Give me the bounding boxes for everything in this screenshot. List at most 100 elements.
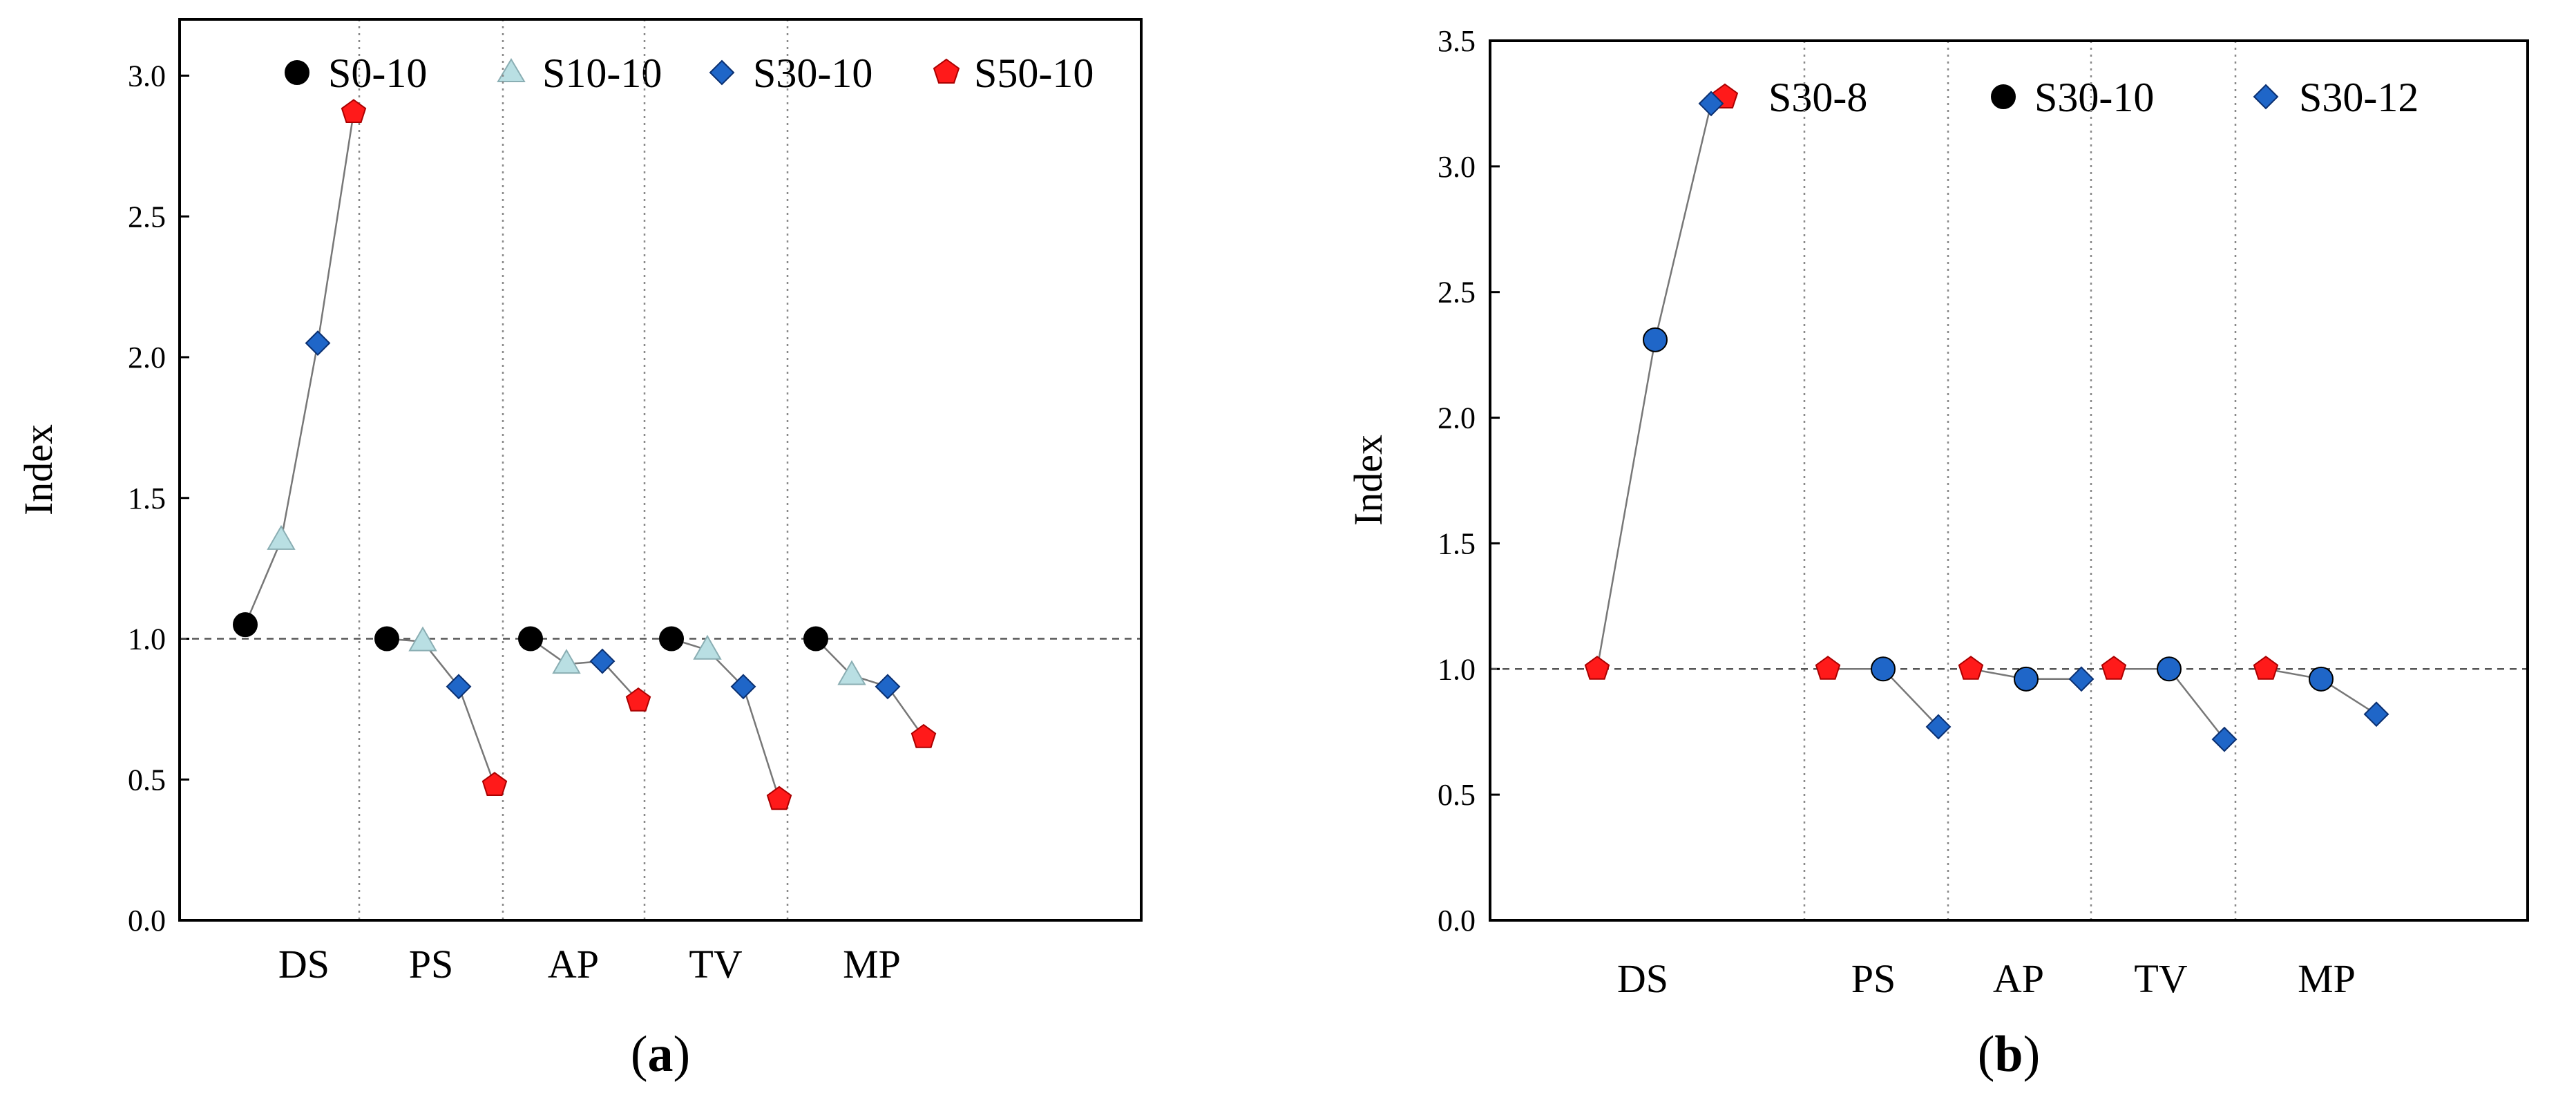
legend-item-s10-10: S10-10 bbox=[497, 50, 662, 96]
data-point-s10-10-mp-a bbox=[837, 660, 866, 685]
data-point-s30-12-ps-b bbox=[1925, 714, 1952, 740]
legend-item-s30-10: S30-10 bbox=[709, 50, 872, 96]
data-point-s30-12-mp-b bbox=[2363, 701, 2389, 728]
y-tick-label-b: 1.0 bbox=[1438, 652, 1476, 686]
data-point-s30-10-mp-b bbox=[2309, 666, 2334, 692]
y-tick-label-b: 2.0 bbox=[1438, 401, 1476, 435]
legend-marker-s30-10 bbox=[709, 59, 735, 86]
data-point-s30-8-ap-b bbox=[1958, 656, 1984, 680]
data-point-s30-10-ps-a bbox=[446, 674, 472, 700]
data-point-s50-10-ap-a bbox=[625, 687, 651, 712]
y-tick-label-b: 0.5 bbox=[1438, 778, 1476, 812]
data-point-s30-10-ps-b bbox=[1871, 656, 1896, 682]
data-point-s30-12-tv-b bbox=[2211, 726, 2238, 752]
data-point-s50-10-ds-a bbox=[341, 99, 367, 123]
legend-marker-s30-12 bbox=[2253, 84, 2279, 110]
legend-item-s30-10-b: S30-10 bbox=[1991, 75, 2154, 120]
legend-label-s30-10: S30-10 bbox=[753, 50, 872, 96]
chart-panel-a: Index S0-10 S10-10 S30-10 S50-10 (a) 0.0… bbox=[16, 18, 1143, 1083]
data-point-s30-12-ap-b bbox=[2068, 666, 2095, 692]
caption-open-b: ( bbox=[1978, 1026, 1995, 1083]
caption-close-b: ) bbox=[2023, 1026, 2041, 1083]
connector-lines-b bbox=[1596, 103, 2377, 740]
legend-label-s30-10-b: S30-10 bbox=[2034, 75, 2154, 120]
y-tick-label-a: 1.0 bbox=[128, 622, 166, 656]
x-category-label-ap-a: AP bbox=[548, 942, 599, 987]
data-markers-a bbox=[233, 99, 937, 810]
connector-lines-a bbox=[244, 112, 925, 800]
y-axis-ticks-a: 0.0 0.5 1.0 1.5 2.0 2.5 3.0 bbox=[128, 59, 189, 938]
legend-label-s10-10: S10-10 bbox=[542, 50, 662, 96]
data-point-s30-10-ds-b bbox=[1643, 327, 1668, 352]
x-category-label-tv-a: TV bbox=[689, 942, 742, 987]
connector-line-ds-b bbox=[1596, 103, 1712, 669]
legend-b: S30-8 S30-10 S30-12 bbox=[1711, 75, 2418, 120]
caption-letter-a: a bbox=[648, 1026, 674, 1083]
y-tick-label-b: 1.5 bbox=[1438, 526, 1476, 560]
data-point-s30-10-tv-b bbox=[2157, 656, 2182, 682]
data-point-s0-10-tv-a bbox=[659, 626, 684, 652]
data-point-s0-10-mp-a bbox=[803, 626, 828, 652]
data-point-s30-8-tv-b bbox=[2101, 656, 2127, 680]
data-point-s30-10-mp-a bbox=[875, 674, 901, 700]
legend-marker-s30-10-b bbox=[1991, 84, 2016, 109]
legend-item-s50-10: S50-10 bbox=[933, 50, 1094, 96]
legend-a: S0-10 S10-10 S30-10 S50-10 bbox=[285, 50, 1094, 96]
y-tick-label-b: 3.0 bbox=[1438, 150, 1476, 184]
plot-frame-b bbox=[1489, 39, 2529, 922]
x-category-label-mp-b: MP bbox=[2298, 956, 2356, 1001]
data-point-s0-10-ds-a bbox=[233, 612, 258, 638]
data-point-s10-10-ap-a bbox=[552, 649, 581, 674]
panel-caption-b: (b) bbox=[1978, 1026, 2040, 1083]
legend-label-s50-10: S50-10 bbox=[974, 50, 1094, 96]
data-point-s30-10-tv-a bbox=[730, 674, 756, 700]
data-point-s10-10-tv-a bbox=[693, 634, 722, 660]
data-point-s30-10-ds-a bbox=[305, 330, 331, 357]
data-point-s30-10-ap-b bbox=[2014, 666, 2039, 692]
connector-line-ps-a bbox=[386, 638, 496, 786]
legend-item-s0-10: S0-10 bbox=[285, 50, 427, 96]
panel-caption-a: (a) bbox=[631, 1026, 690, 1083]
data-markers-b bbox=[1584, 91, 2389, 752]
data-point-s50-10-ps-a bbox=[481, 772, 508, 796]
y-tick-label-a: 2.0 bbox=[128, 341, 166, 374]
legend-label-s30-12: S30-12 bbox=[2299, 75, 2418, 120]
x-category-label-ds-a: DS bbox=[278, 942, 330, 987]
connector-line-ds-a bbox=[244, 112, 355, 625]
caption-letter-b: b bbox=[1994, 1026, 2023, 1083]
y-tick-label-a: 0.5 bbox=[128, 763, 166, 797]
data-point-s30-8-ps-b bbox=[1815, 656, 1841, 680]
x-category-label-tv-b: TV bbox=[2134, 956, 2187, 1001]
data-point-s30-8-mp-b bbox=[2253, 656, 2279, 680]
legend-label-s0-10: S0-10 bbox=[328, 50, 427, 96]
y-tick-label-a: 2.5 bbox=[128, 200, 166, 234]
chart-panel-b: Index S30-8 S30-10 S30-12 (b) 0.0 0.5 1.0 1… bbox=[1346, 24, 2529, 1083]
y-tick-label-a: 0.0 bbox=[128, 904, 166, 938]
y-axis-ticks-b: 0.0 0.5 1.0 1.5 2.0 2.5 3.0 3.5 bbox=[1438, 24, 1500, 938]
x-category-label-ap-b: AP bbox=[1993, 956, 2044, 1001]
data-point-s10-10-ds-a bbox=[267, 524, 296, 550]
caption-open-a: ( bbox=[631, 1026, 648, 1083]
connector-line-ap-a bbox=[530, 638, 639, 702]
caption-close-a: ) bbox=[674, 1026, 691, 1083]
legend-item-s30-12: S30-12 bbox=[2253, 75, 2418, 120]
data-point-s10-10-ps-a bbox=[408, 626, 437, 652]
x-category-label-mp-a: MP bbox=[843, 942, 901, 987]
connector-line-mp-a bbox=[815, 638, 925, 738]
data-point-s0-10-ps-a bbox=[374, 626, 399, 652]
legend-item-s30-8: S30-8 bbox=[1711, 75, 1867, 120]
x-category-label-ds-b: DS bbox=[1617, 956, 1668, 1001]
x-category-label-ps-a: PS bbox=[409, 942, 454, 987]
data-point-s0-10-ap-a bbox=[518, 626, 543, 652]
x-category-label-ps-b: PS bbox=[1851, 956, 1896, 1001]
legend-marker-s50-10 bbox=[933, 58, 960, 84]
y-axis-label-a: Index bbox=[16, 424, 61, 515]
data-point-s50-10-mp-a bbox=[910, 723, 937, 748]
y-tick-label-b: 0.0 bbox=[1438, 904, 1476, 938]
plot-frame-a bbox=[178, 18, 1143, 922]
connector-line-tv-a bbox=[671, 638, 781, 800]
data-point-s30-12-ds-b bbox=[1698, 91, 1724, 117]
legend-marker-s0-10 bbox=[285, 60, 309, 85]
y-tick-label-b: 2.5 bbox=[1438, 276, 1476, 310]
